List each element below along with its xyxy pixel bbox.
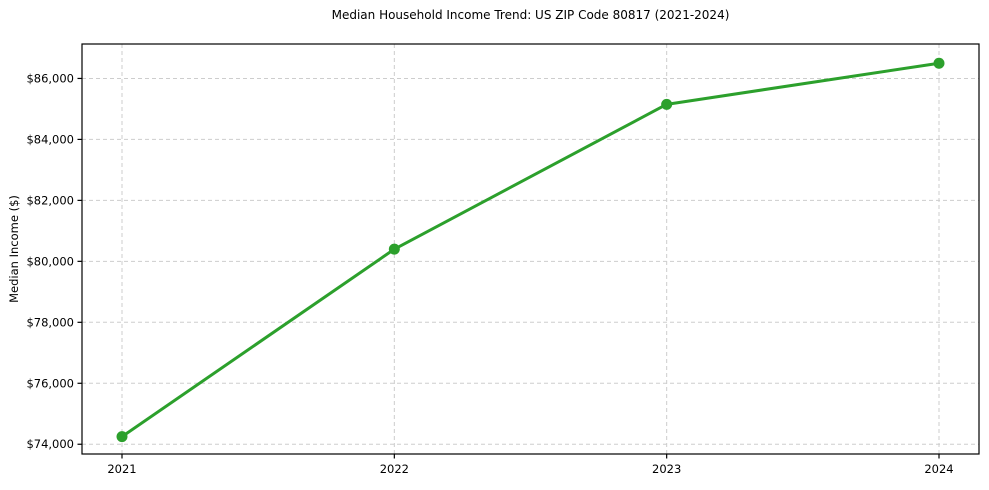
y-tick-label: $78,000 [26, 315, 74, 329]
y-axis-label: Median Income ($) [7, 195, 21, 303]
data-point-2024 [933, 57, 945, 69]
trend-line [120, 61, 941, 439]
data-point-2022 [388, 243, 400, 255]
y-tick-label: $82,000 [26, 193, 74, 207]
x-tick-label: 2022 [380, 462, 409, 476]
y-tick-label: $76,000 [26, 376, 74, 390]
plot-border [81, 43, 980, 455]
y-tick-label: $84,000 [26, 132, 74, 146]
y-tick-label: $74,000 [26, 437, 74, 451]
x-tick-label: 2024 [924, 462, 953, 476]
y-tick-label: $86,000 [26, 71, 74, 85]
data-point-2023 [661, 98, 673, 110]
x-tick-label: 2023 [652, 462, 681, 476]
chart-title: Median Household Income Trend: US ZIP Co… [331, 8, 730, 22]
data-point-2021 [116, 431, 128, 443]
x-tick-label: 2021 [107, 462, 136, 476]
y-tick-label: $80,000 [26, 254, 74, 268]
plot-area [82, 44, 979, 454]
